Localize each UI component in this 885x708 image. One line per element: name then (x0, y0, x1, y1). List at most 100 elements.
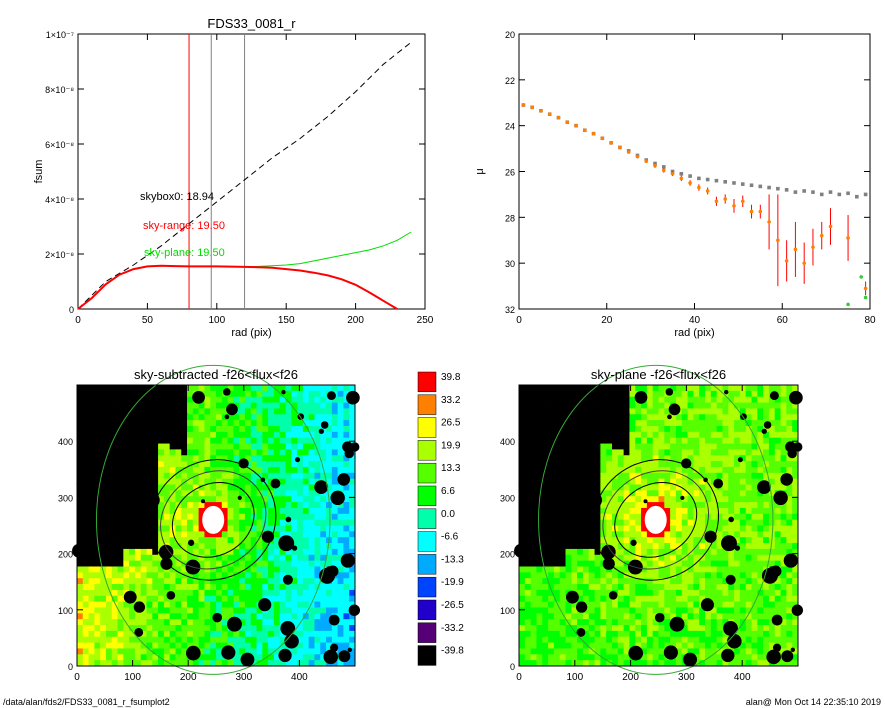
sky-subtracted-pixel (158, 420, 165, 427)
sky-plane-pixel (675, 472, 683, 480)
sky-subtracted-pixel (262, 455, 269, 462)
sky-plane-pixel (745, 484, 752, 491)
sky-plane-pixel (757, 525, 764, 532)
sky-plane-pixel (710, 437, 718, 444)
sky-plane-pixel (658, 648, 665, 655)
sky-plane-pixel (675, 390, 683, 398)
sky-subtracted-pixel (192, 385, 200, 392)
sky-subtracted-pixel (181, 455, 188, 462)
sky-plane-pixel (646, 601, 654, 608)
sky-subtracted-pixel (239, 513, 246, 521)
sky-subtracted-pixel (250, 414, 257, 421)
mu-point-square (714, 178, 719, 183)
sky-plane-pixel (693, 425, 700, 433)
sky-subtracted-pixel (216, 578, 223, 585)
sky-subtracted-pixel (326, 519, 333, 526)
sky-subtracted-pixel (94, 478, 101, 485)
sky-subtracted-pixel (337, 390, 344, 398)
sky-subtracted-pixel (343, 507, 350, 515)
sky-plane-pixel (524, 543, 532, 550)
sky-subtracted-pixel (192, 578, 200, 585)
sky-subtracted-pixel (239, 490, 246, 497)
sky-subtracted-pixel (302, 519, 310, 526)
sky-subtracted-pixel (82, 425, 89, 433)
sky-plane-pixel (670, 461, 677, 468)
sky-plane-pixel (600, 566, 607, 573)
sky-subtracted-pixel (158, 601, 165, 608)
sky-plane-pixel (623, 613, 630, 620)
sky-subtracted-pixel (297, 402, 304, 409)
sky-plane-pixel (681, 455, 688, 462)
sky-plane-pixel (745, 496, 752, 503)
sky-subtracted-pixel (239, 572, 246, 579)
sky-subtracted-masked-star (314, 480, 329, 495)
sky-plane-pixel (530, 455, 537, 462)
sky-plane-pixel (699, 560, 706, 567)
sky-plane-pixel (588, 554, 595, 562)
sky-plane-pixel (751, 607, 758, 614)
sky-plane-pixel (559, 630, 566, 638)
sky-plane-pixel (612, 578, 619, 585)
sky-plane-pixel (536, 420, 543, 427)
sky-subtracted-pixel (175, 613, 182, 620)
sky-subtracted-pixel (250, 478, 257, 485)
sky-subtracted-pixel (349, 636, 356, 643)
sky-subtracted-pixel (100, 636, 107, 643)
sky-subtracted-pixel (239, 507, 246, 515)
sky-plane-pixel (786, 601, 793, 608)
sky-plane-pixel (722, 619, 729, 626)
sky-plane-pixel (757, 414, 764, 421)
sky-subtracted-pixel (169, 607, 176, 614)
sky-plane-pixel (606, 455, 613, 462)
sky-subtracted-pixel (163, 443, 171, 450)
sky-plane-pixel (542, 595, 549, 603)
sky-subtracted-pixel (273, 642, 281, 649)
sky-subtracted-pixel (239, 390, 246, 398)
sky-subtracted-pixel (308, 496, 315, 503)
sky-plane-pixel (641, 554, 648, 562)
sky-subtracted-pixel (308, 507, 315, 515)
sky-subtracted-pixel (146, 525, 153, 532)
sky-plane-pixel (536, 472, 543, 480)
sky-subtracted-pixel (337, 531, 344, 538)
sky-plane-pixel (693, 437, 700, 444)
sky-plane-pixel (693, 496, 700, 503)
sky-plane-pixel (699, 648, 706, 655)
sky-plane-pixel (559, 543, 566, 550)
sky-plane-pixel (553, 619, 561, 626)
sky-subtracted-masked-star (185, 645, 201, 661)
sky-plane-pixel (646, 560, 654, 567)
sky-plane-pixel (612, 572, 619, 579)
sky-subtracted-pixel (198, 648, 205, 655)
sky-plane-pixel (542, 660, 549, 667)
sky-plane-pixel (716, 402, 723, 409)
sky-plane-pixel (664, 431, 671, 439)
sky-subtracted-pixel (320, 513, 327, 521)
sky-subtracted-pixel (187, 519, 194, 526)
sky-subtracted-pixel (158, 472, 165, 480)
sky-subtracted-pixel (233, 607, 240, 614)
sky-subtracted-pixel (244, 625, 252, 632)
sky-plane-pixel (681, 390, 688, 398)
sky-plane-pixel (629, 455, 636, 462)
sky-subtracted-pixel (117, 502, 124, 509)
sky-subtracted-pixel (105, 560, 113, 567)
sky-subtracted-pixel (187, 589, 194, 597)
sky-subtracted-pixel (337, 525, 344, 532)
mu-ytick-label: 32 (505, 305, 515, 315)
sky-plane-pixel (670, 390, 677, 398)
sky-plane-pixel (617, 431, 625, 439)
sky-subtracted-pixel (349, 461, 356, 468)
sky-plane-pixel (699, 613, 706, 620)
sky-plane-pixel (582, 390, 590, 398)
sky-plane-pixel (542, 519, 549, 526)
sky-plane-pixel (722, 396, 729, 403)
sky-plane-pixel (757, 642, 764, 649)
sky-plane-pixel (571, 414, 578, 421)
sky-subtracted-pixel (216, 443, 223, 450)
sky-plane-pixel (600, 385, 607, 392)
sky-subtracted-pixel (187, 636, 194, 643)
sky-subtracted-pixel (244, 502, 252, 509)
sky-subtracted-pixel (297, 660, 304, 667)
sky-subtracted-pixel (221, 554, 228, 562)
